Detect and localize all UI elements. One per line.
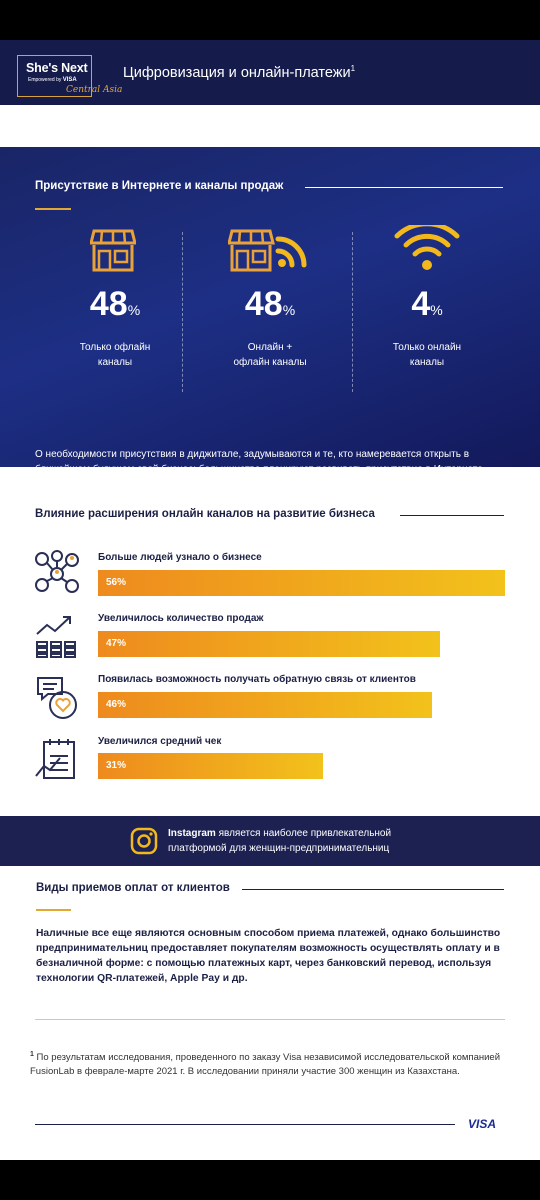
logo-region: Central Asia [66, 85, 123, 95]
stat-label: каналы [409, 357, 445, 368]
sales-growth-icon [36, 616, 76, 658]
stat-value: 4 [411, 285, 431, 323]
bar-value-label: 47% [106, 638, 127, 649]
store-wifi-icon [228, 229, 307, 272]
column-divider [352, 232, 353, 392]
bar-value-label: 46% [106, 699, 127, 710]
page-title: Цифровизация и онлайн-платежи1 [123, 64, 356, 81]
bar-value-label: 56% [106, 577, 127, 588]
stat-label: Только офлайн [79, 342, 151, 353]
title-divider [242, 889, 504, 890]
infographic-page: She's Next Empowered by VISA Central Asi… [0, 40, 540, 1160]
influence-bar: 46% [98, 692, 432, 718]
bar-label: Увеличилось количество продаж [98, 613, 264, 624]
stat-online: 4% Только онлайн каналы [352, 287, 502, 370]
receipt-growth-icon [35, 739, 75, 779]
influence-bar: 56% [98, 570, 505, 596]
title-divider [400, 515, 504, 516]
stat-label: Только онлайн [392, 342, 462, 353]
wifi-icon [394, 225, 460, 270]
stat-online-offline: 48% Онлайн + офлайн каналы [195, 287, 345, 370]
stat-unit: % [127, 302, 141, 318]
gold-accent [36, 909, 71, 911]
bar-label: Увеличился средний чек [98, 736, 222, 747]
title-divider [305, 187, 503, 188]
store-icon [90, 229, 136, 272]
stat-label: офлайн каналы [233, 357, 307, 368]
stat-unit: % [282, 302, 296, 318]
stat-label: Онлайн + [247, 342, 293, 353]
payments-title: Виды приемов оплат от клиентов [36, 882, 230, 894]
network-people-icon [35, 550, 79, 593]
header-bar: She's Next Empowered by VISA Central Asi… [0, 40, 540, 105]
influence-title: Влияние расширения онлайн каналов на раз… [35, 508, 375, 520]
presence-section: Присутствие в Интернете и каналы продаж [0, 147, 540, 490]
instagram-text: Instagram является наиболее привлекатель… [168, 828, 392, 854]
stat-value: 48 [89, 285, 128, 323]
stat-label: каналы [97, 357, 133, 368]
column-divider [182, 232, 183, 392]
footer-divider [35, 1124, 455, 1125]
gold-accent [35, 208, 71, 210]
stat-offline: 48% Только офлайн каналы [40, 287, 190, 370]
footnote: 1 По результатам исследования, проведенн… [30, 1051, 500, 1078]
bar-value-label: 31% [106, 760, 127, 771]
presence-title: Присутствие в Интернете и каналы продаж [35, 180, 284, 192]
instagram-banner: Instagram является наиболее привлекатель… [0, 816, 540, 866]
logo-powered-by: Empowered by VISA [28, 77, 77, 83]
influence-bar: 47% [98, 631, 440, 657]
stat-unit: % [430, 302, 443, 318]
visa-logo: VISA [468, 1117, 497, 1131]
influence-bar: 31% [98, 753, 323, 779]
feedback-chat-icon [37, 677, 77, 719]
bar-label: Появилась возможность получать обратную … [98, 674, 416, 685]
presence-description: О необходимости присутствия в диджитале,… [35, 449, 483, 490]
instagram-icon [130, 827, 158, 855]
shes-next-logo: She's Next Empowered by VISA [17, 55, 92, 97]
logo-main-text: She's Next [26, 61, 88, 75]
payments-text: Наличные все еще являются основным спосо… [36, 928, 501, 984]
stat-value: 48 [244, 285, 283, 323]
section-divider [35, 1019, 505, 1020]
bar-label: Больше людей узнало о бизнесе [98, 552, 262, 563]
